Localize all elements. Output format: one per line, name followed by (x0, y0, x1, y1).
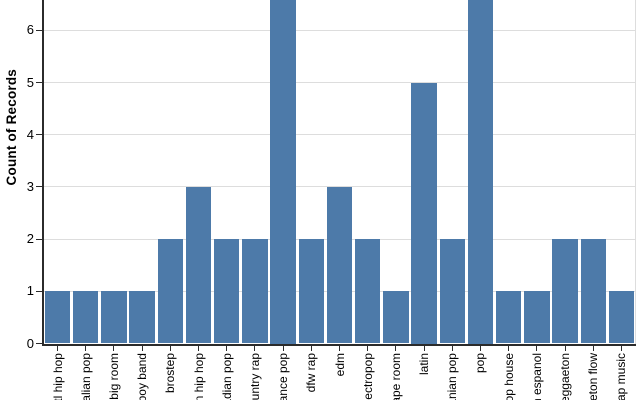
bar-panamanian-pop (439, 239, 465, 344)
bar-edm (326, 186, 353, 344)
y-tick (36, 29, 42, 31)
bar-pop-house (495, 291, 522, 344)
x-tick-label: australian pop (78, 353, 93, 400)
x-tick (282, 345, 284, 351)
y-tick-label: 4 (26, 126, 34, 142)
x-tick-label: dance pop (276, 353, 291, 400)
x-tick-label: pop house (501, 353, 516, 400)
x-tick (423, 345, 425, 351)
bar-latin (411, 82, 437, 344)
bar-trap-music (608, 291, 635, 344)
x-tick (254, 345, 256, 351)
bar-big-room (101, 291, 127, 344)
x-tick-label: latin (417, 353, 432, 376)
y-gridline (43, 134, 636, 136)
y-tick-label: 5 (26, 74, 34, 90)
bar-canadian-hip-hop (185, 186, 212, 344)
x-tick (367, 345, 369, 351)
bar-r-b-en-espanol (524, 291, 550, 344)
x-tick (310, 345, 312, 351)
x-tick (564, 345, 566, 351)
x-tick-label: dfw rap (304, 353, 319, 393)
x-tick (536, 345, 538, 351)
x-tick-label: big room (106, 353, 121, 400)
x-tick-label: trap music (614, 353, 629, 400)
bar-australian-pop (73, 291, 99, 344)
x-tick-label: electropop (360, 353, 375, 400)
x-tick (226, 345, 228, 351)
x-axis-line (42, 343, 636, 346)
bar-escape-room (383, 291, 409, 344)
bar-country-rap (242, 239, 268, 344)
x-tick-label: pop (473, 353, 488, 374)
bar-dance-pop (270, 0, 296, 344)
y-tick (36, 82, 42, 83)
x-tick (113, 345, 115, 351)
x-tick-label: brostep (163, 353, 178, 394)
x-tick-label: reggaeton (558, 353, 573, 400)
bar-dfw-rap (298, 239, 324, 344)
bar-brostep (157, 239, 184, 344)
bar-electropop (355, 239, 381, 344)
bar-boy-band (129, 291, 155, 344)
x-tick (451, 345, 453, 351)
y-tick-label: 1 (26, 283, 34, 299)
x-tick-label: reggaeton flow (586, 353, 601, 400)
x-tick (57, 345, 59, 351)
x-tick-label: canadian hip hop (191, 353, 206, 400)
x-tick (85, 345, 87, 351)
y-tick (36, 343, 42, 344)
x-tick-label: r&b en espanol (529, 353, 544, 400)
y-tick-label: 3 (26, 178, 34, 194)
y-tick (36, 134, 42, 136)
x-tick (141, 345, 143, 351)
x-tick-label: country rap (247, 353, 262, 400)
plot-right-border (635, 0, 636, 345)
x-tick (198, 345, 200, 351)
y-gridline (43, 29, 636, 31)
bar-pop (467, 0, 494, 344)
x-tick-label: atl hip hop (50, 353, 65, 400)
x-tick-label: canadian pop (219, 353, 234, 400)
y-tick-label: 0 (26, 335, 34, 351)
y-gridline (43, 82, 636, 83)
y-tick-label: 6 (26, 22, 34, 38)
y-axis-line (42, 0, 44, 346)
y-tick (36, 186, 42, 188)
x-tick (339, 345, 340, 351)
x-tick (508, 345, 510, 351)
y-tick (36, 290, 42, 292)
x-tick (479, 345, 481, 351)
x-tick-label: boy band (135, 353, 150, 400)
x-tick-label: panamanian pop (445, 353, 460, 400)
bar-canadian-pop (214, 239, 240, 344)
x-tick-label: edm (332, 353, 347, 377)
bar-atl-hip-hop (44, 291, 71, 344)
bar-reggaeton (552, 239, 578, 344)
x-tick (169, 345, 171, 351)
y-tick (36, 238, 42, 240)
bar-reggaeton-flow (580, 239, 606, 344)
y-tick-label: 2 (26, 231, 34, 247)
x-tick (620, 345, 622, 351)
x-tick-label: escape room (388, 353, 403, 400)
x-tick (592, 345, 594, 351)
x-tick (395, 345, 397, 351)
